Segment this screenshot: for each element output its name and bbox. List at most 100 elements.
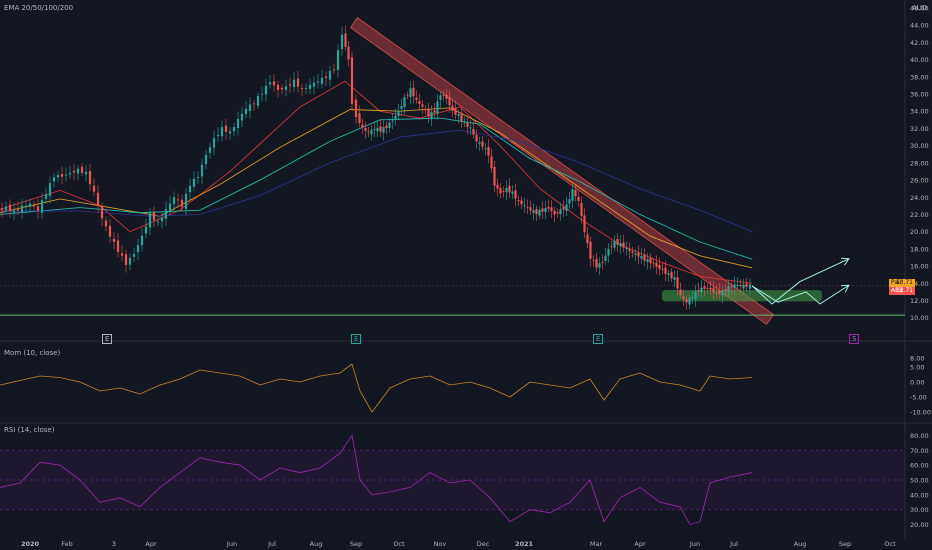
candle-body — [240, 113, 244, 121]
candle-body — [340, 34, 344, 49]
candle-body — [691, 297, 694, 298]
candle-body — [56, 174, 60, 178]
event-marker-e[interactable]: E — [593, 334, 604, 344]
event-marker-e[interactable]: E — [351, 334, 362, 344]
price-tick-label: 34.00 — [910, 108, 929, 116]
candle-body — [646, 259, 649, 262]
candle-body — [248, 104, 252, 112]
candle-body — [132, 253, 136, 257]
candle-body — [565, 204, 568, 211]
candle-body — [391, 120, 394, 122]
candle-body — [607, 248, 610, 256]
mom-tick-label: -5.00 — [910, 394, 927, 402]
candle-body — [48, 182, 52, 196]
event-marker-s[interactable]: S — [849, 334, 860, 344]
candle-body — [208, 147, 212, 153]
candle-body — [0, 208, 4, 210]
event-marker-e[interactable]: E — [102, 334, 113, 344]
price-tick-label: 38.00 — [910, 73, 929, 81]
candle-body — [300, 88, 304, 90]
candle-body — [706, 287, 709, 289]
x-tick-label: Jul — [267, 540, 276, 548]
candle-body — [361, 124, 364, 128]
candle-body — [296, 78, 300, 87]
x-tick-label: Jun — [226, 540, 237, 548]
mom-tick-label: 0.00 — [910, 379, 924, 387]
candle-body — [577, 196, 580, 202]
candle-body — [100, 206, 104, 219]
candle-body — [550, 207, 553, 212]
axes: 46.0044.0042.0040.0038.0036.0034.0032.00… — [21, 5, 931, 549]
x-tick-label: Apr — [634, 540, 646, 548]
candle-body — [487, 146, 490, 156]
apx-tag: APX 13.71 — [889, 287, 915, 295]
candle-body — [204, 154, 208, 164]
x-tick-label: Oct — [884, 540, 896, 548]
candle-body — [260, 93, 264, 95]
price-candles — [0, 25, 752, 310]
rsi-band — [0, 449, 905, 511]
candle-body — [439, 95, 442, 100]
price-tick-label: 36.00 — [910, 91, 929, 99]
price-tick-label: 16.00 — [910, 263, 929, 271]
candle-body — [108, 226, 112, 237]
candle-body — [421, 104, 424, 107]
x-tick-label: Aug — [794, 540, 807, 548]
candle-body — [397, 111, 400, 116]
candle-body — [715, 292, 718, 294]
candle-body — [116, 240, 120, 252]
candle-body — [595, 258, 598, 268]
candle-body — [376, 127, 379, 132]
candle-body — [694, 291, 697, 300]
candle-body — [640, 255, 643, 259]
candle-body — [60, 173, 64, 177]
rsi-tick-label: 80.00 — [910, 432, 929, 440]
x-tick-label: Nov — [434, 540, 447, 548]
candle-body — [288, 84, 292, 86]
candle-body — [544, 207, 547, 212]
candle-body — [631, 251, 634, 253]
candle-body — [442, 94, 445, 96]
x-tick-label: Jul — [729, 540, 738, 548]
candle-body — [172, 197, 176, 204]
price-tick-label: 14.00 — [910, 280, 929, 288]
candle-body — [508, 185, 511, 193]
candle-body — [664, 267, 667, 274]
candle-body — [96, 192, 100, 207]
candle-body — [280, 87, 284, 90]
candle-body — [571, 189, 574, 201]
candle-body — [320, 77, 324, 84]
candle-body — [406, 95, 409, 97]
candle-body — [460, 112, 463, 122]
mom-tick-label: 8.00 — [910, 355, 924, 363]
candle-body — [124, 254, 128, 265]
candle-body — [88, 170, 92, 185]
rsi-tick-label: 40.00 — [910, 491, 929, 499]
candle-body — [559, 209, 562, 215]
candle-body — [451, 105, 454, 111]
candle-body — [586, 234, 589, 244]
candle-body — [228, 131, 232, 134]
candle-body — [148, 213, 152, 228]
candle-body — [472, 128, 475, 135]
candle-body — [520, 200, 523, 205]
candle-body — [120, 253, 124, 256]
rsi-polyline — [0, 434, 753, 526]
candle-body — [264, 85, 268, 95]
candle-body — [484, 148, 487, 150]
x-tick-label: Sep — [350, 540, 362, 548]
candle-body — [212, 138, 216, 148]
candle-body — [216, 135, 220, 136]
currency-label: AUD — [912, 4, 928, 12]
candle-body — [505, 187, 508, 193]
candle-body — [634, 253, 637, 256]
price-tag-value: 13.71 — [895, 279, 913, 286]
candle-body — [574, 189, 577, 197]
candle-body — [136, 245, 140, 253]
rsi-tick-label: 70.00 — [910, 447, 929, 455]
x-tick-label: 2020 — [21, 540, 40, 548]
mom-tick-label: 5.00 — [910, 364, 924, 372]
candle-body — [745, 283, 748, 287]
